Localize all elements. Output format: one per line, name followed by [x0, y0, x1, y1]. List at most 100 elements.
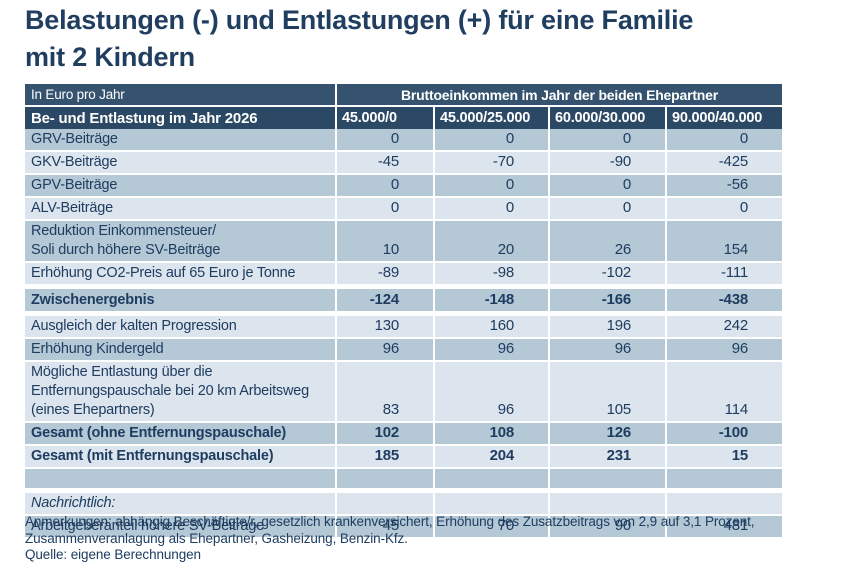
value-cell: -438 [665, 289, 782, 311]
value-cell [335, 493, 433, 514]
value-cell: 96 [548, 339, 665, 360]
value-cell: 204 [433, 446, 548, 467]
value-cell [665, 469, 782, 488]
table-header-row-top: In Euro pro Jahr Bruttoeinkommen im Jahr… [25, 84, 782, 105]
column-header: 45.000/25.000 [433, 107, 548, 129]
value-cell: 96 [665, 339, 782, 360]
value-cell: -90 [548, 152, 665, 173]
unit-label: In Euro pro Jahr [25, 84, 335, 105]
table-row: Reduktion Einkommensteuer/ Soli durch hö… [25, 221, 782, 261]
table-row: Erhöhung Kindergeld 96 96 96 96 [25, 339, 782, 360]
value-cell: 70 [433, 516, 548, 537]
value-cell: 105 [548, 362, 665, 421]
value-cell: 0 [548, 175, 665, 196]
value-cell: -111 [665, 263, 782, 284]
row-label: GRV-Beiträge [25, 129, 335, 150]
row-label: GKV-Beiträge [25, 152, 335, 173]
value-cell [335, 469, 433, 488]
value-cell: 114 [665, 362, 782, 421]
value-cell: -70 [433, 152, 548, 173]
value-cell: -425 [665, 152, 782, 173]
value-cell: 15 [665, 446, 782, 467]
row-label: Nachrichtlich: [25, 493, 335, 514]
value-cell: 83 [335, 362, 433, 421]
table-header-row: Be- und Entlastung im Jahr 2026 45.000/0… [25, 107, 782, 129]
value-cell: 102 [335, 423, 433, 444]
value-cell: 0 [548, 129, 665, 150]
value-cell: 90 [548, 516, 665, 537]
table-row: Arbeitgeberanteil höhere SV-Beiträge 45 70… [25, 516, 782, 537]
value-cell: 26 [548, 221, 665, 261]
row-label: Reduktion Einkommensteuer/ Soli durch hö… [25, 221, 335, 261]
table-body: GRV-Beiträge 0 0 0 0 GKV-Beiträge -45 -70 -90 -42… [25, 129, 782, 537]
value-cell: 0 [548, 198, 665, 219]
notes: Anmerkungen: abhängig Beschäftigte/r, ge… [25, 514, 755, 546]
value-cell: 154 [665, 221, 782, 261]
column-header: 60.000/30.000 [548, 107, 665, 129]
column-header: 45.000/0 [335, 107, 433, 129]
value-cell [433, 469, 548, 488]
value-cell: 130 [335, 316, 433, 337]
value-cell: 0 [665, 129, 782, 150]
table-row: GKV-Beiträge -45 -70 -90 -425 [25, 152, 782, 173]
value-cell: 0 [335, 198, 433, 219]
value-cell: 0 [335, 175, 433, 196]
value-cell: 242 [665, 316, 782, 337]
value-cell: 0 [433, 198, 548, 219]
value-cell: 96 [433, 339, 548, 360]
value-cell [433, 493, 548, 514]
value-cell: 96 [433, 362, 548, 421]
table-row: Nachrichtlich: [25, 493, 782, 514]
value-cell: 20 [433, 221, 548, 261]
value-cell: 185 [335, 446, 433, 467]
table-row: GRV-Beiträge 0 0 0 0 [25, 129, 782, 150]
column-header: 90.000/40.000 [665, 107, 782, 129]
value-cell [548, 493, 665, 514]
value-cell: -100 [665, 423, 782, 444]
table-row: GPV-Beiträge 0 0 0 -56 [25, 175, 782, 196]
row-label: Gesamt (ohne Entfernungspauschale) [25, 423, 335, 444]
row-label [25, 469, 335, 488]
row-label: Gesamt (mit Entfernungspauschale) [25, 446, 335, 467]
table-row: Mögliche Entlastung über die Entfernungs… [25, 362, 782, 421]
row-label: Arbeitgeberanteil höhere SV-Beiträge [25, 516, 335, 537]
value-cell: 10 [335, 221, 433, 261]
row-label: Ausgleich der kalten Progression [25, 316, 335, 337]
page-title: Belastungen (-) und Entlastungen (+) für… [25, 5, 694, 72]
table-row: Ausgleich der kalten Progression 130 160 19… [25, 316, 782, 337]
row-header: Be- und Entlastung im Jahr 2026 [25, 107, 335, 129]
table-row: Erhöhung CO2-Preis auf 65 Euro je Tonne -… [25, 263, 782, 284]
table-row: Gesamt (mit Entfernungspauschale) 185 204 2… [25, 446, 782, 467]
value-cell: -102 [548, 263, 665, 284]
value-cell: -98 [433, 263, 548, 284]
value-cell: 0 [335, 129, 433, 150]
source: Quelle: eigene Berechnungen [25, 547, 201, 562]
value-cell: 108 [433, 423, 548, 444]
group-header: Bruttoeinkommen im Jahr der beiden Ehepa… [335, 84, 782, 105]
row-label: Mögliche Entlastung über die Entfernungs… [25, 362, 335, 421]
value-cell: 0 [665, 198, 782, 219]
row-label: GPV-Beiträge [25, 175, 335, 196]
value-cell: -56 [665, 175, 782, 196]
table-row [25, 469, 782, 488]
value-cell: 231 [548, 446, 665, 467]
table-row: Gesamt (ohne Entfernungspauschale) 102 108… [25, 423, 782, 444]
table-row: ALV-Beiträge 0 0 0 0 [25, 198, 782, 219]
income-table: In Euro pro Jahr Bruttoeinkommen im Jahr… [25, 84, 782, 537]
value-cell: 481 [665, 516, 782, 537]
value-cell: 45 [335, 516, 433, 537]
table-row: Zwischenergebnis -124 -148 -166 -438 [25, 289, 782, 311]
value-cell: 196 [548, 316, 665, 337]
value-cell: -45 [335, 152, 433, 173]
value-cell: 0 [433, 175, 548, 196]
row-label: ALV-Beiträge [25, 198, 335, 219]
row-label: Zwischenergebnis [25, 289, 335, 311]
value-cell [548, 469, 665, 488]
row-label: Erhöhung CO2-Preis auf 65 Euro je Tonne [25, 263, 335, 284]
value-cell: 96 [335, 339, 433, 360]
row-label: Erhöhung Kindergeld [25, 339, 335, 360]
value-cell: -148 [433, 289, 548, 311]
value-cell: -89 [335, 263, 433, 284]
value-cell: -124 [335, 289, 433, 311]
